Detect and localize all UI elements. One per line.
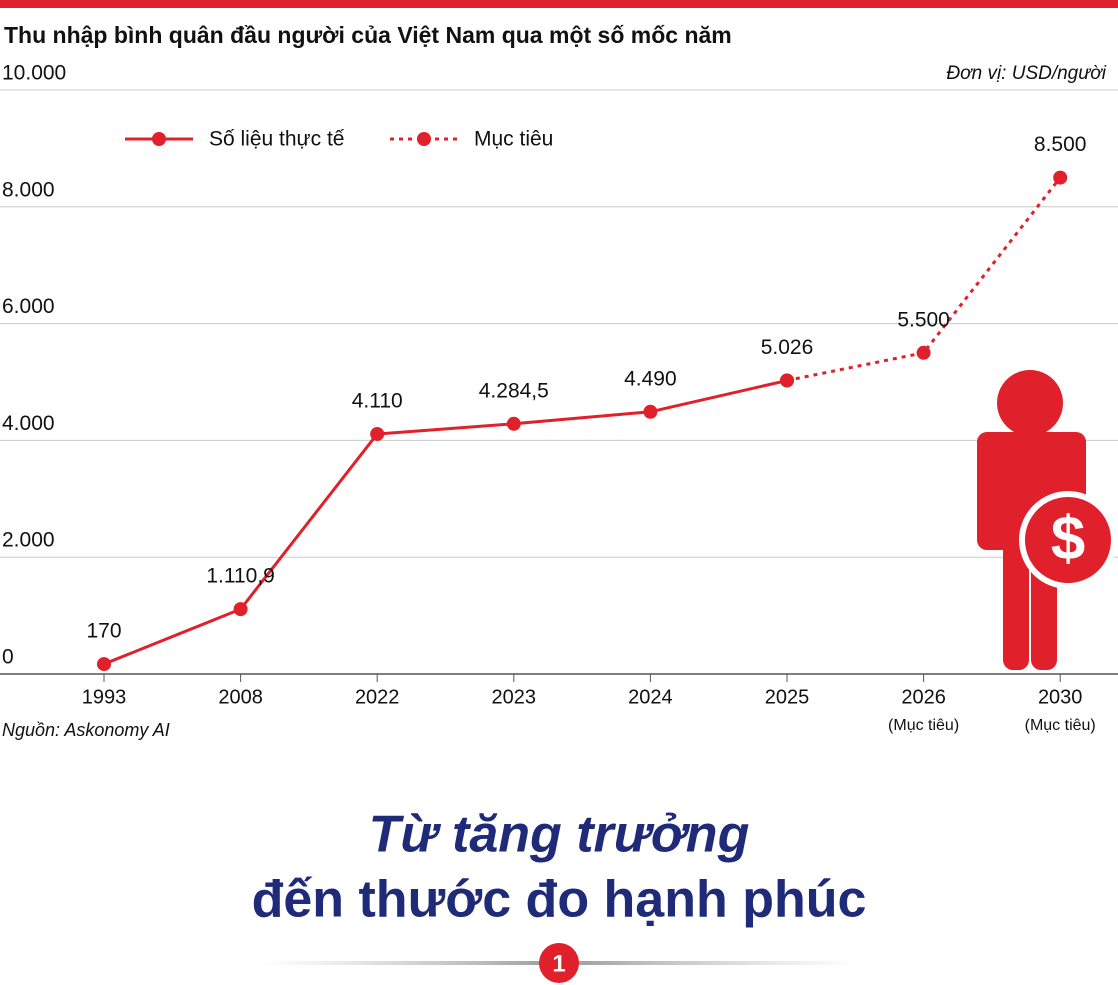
data-point [1053, 170, 1068, 185]
data-point [233, 602, 248, 617]
chart-title: Thu nhập bình quân đầu người của Việt Na… [4, 22, 732, 48]
data-point [780, 373, 794, 388]
series-line [103, 379, 788, 666]
x-tick-label: 2025 [765, 686, 810, 708]
data-label: 4.490 [624, 367, 677, 390]
y-tick-label: 8.000 [2, 178, 55, 201]
x-tick-note: (Mục tiêu) [1025, 717, 1096, 734]
legend-label: Mục tiêu [474, 128, 553, 151]
x-tick-label: 2024 [628, 686, 673, 708]
badge [539, 943, 579, 983]
data-label: 4.110 [352, 390, 403, 413]
data-label: 1.110,9 [206, 565, 275, 588]
y-tick-label: 10.000 [2, 62, 66, 85]
data-label: 170 [86, 620, 121, 643]
data-point [916, 345, 931, 360]
x-tick-label: 2023 [492, 686, 537, 708]
person-icon [977, 370, 1117, 670]
y-tick-label: 2.000 [2, 529, 55, 552]
data-label: 8.500 [1034, 133, 1087, 156]
x-tick-note: (Mục tiêu) [888, 717, 959, 734]
x-tick-label: 2008 [218, 686, 263, 708]
y-tick-label: 4.000 [2, 412, 55, 435]
headline-line2: đến thước đo hạnh phúc [252, 871, 867, 929]
y-tick-label: 0 [2, 646, 14, 669]
source: Nguồn: Askonomy AI [2, 720, 170, 740]
data-point [97, 657, 111, 672]
top-bar [0, 0, 1118, 8]
data-label: 5.500 [897, 308, 950, 331]
legend-marker [417, 132, 431, 146]
x-tick-label: 2022 [355, 686, 400, 708]
x-tick-label: 2030 [1038, 686, 1083, 708]
x-tick-label: 2026 [901, 686, 946, 708]
data-label: 5.026 [761, 336, 814, 359]
y-tick-label: 6.000 [2, 295, 55, 318]
badge-number: 1 [552, 950, 565, 977]
data-point [370, 426, 385, 441]
data-label: 4.284,5 [479, 379, 549, 402]
series-line [786, 176, 1062, 382]
data-point [506, 416, 521, 431]
legend-label: Số liệu thực tế [209, 128, 345, 151]
headline-line1: Từ tăng trưởng [369, 806, 750, 864]
unit-note: Đơn vị: USD/người [946, 63, 1106, 84]
data-point [643, 404, 658, 419]
x-tick-label: 1993 [82, 686, 127, 708]
legend-marker [152, 132, 166, 146]
dollar-symbol: $ [1051, 504, 1085, 573]
